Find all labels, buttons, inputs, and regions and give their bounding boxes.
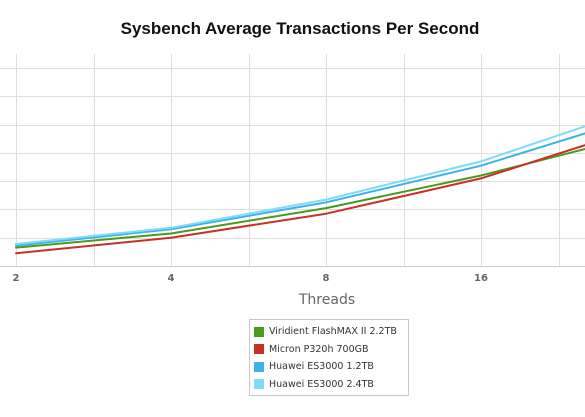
legend-swatch bbox=[254, 326, 264, 337]
legend-swatch bbox=[254, 361, 264, 372]
series-line bbox=[15, 147, 585, 249]
legend-swatch bbox=[254, 344, 264, 355]
chart-title: Sysbench Average Transactions Per Second bbox=[121, 19, 480, 38]
legend-label: Micron P320h 700GB bbox=[269, 343, 369, 355]
legend-label: Viridient FlashMAX II 2.2TB bbox=[269, 326, 397, 338]
legend-item: Huawei ES3000 1.2TB bbox=[254, 358, 404, 376]
plot-series bbox=[15, 125, 585, 255]
x-axis-title: Threads bbox=[298, 292, 355, 308]
x-tick-label: 8 bbox=[323, 273, 330, 284]
x-tick-labels: 2 4 8 16 bbox=[13, 273, 488, 284]
legend-label: Huawei ES3000 2.4TB bbox=[269, 378, 374, 390]
legend-item: Huawei ES3000 2.4TB bbox=[254, 376, 404, 394]
legend-item: Viridient FlashMAX II 2.2TB bbox=[254, 323, 404, 341]
legend-label: Huawei ES3000 1.2TB bbox=[269, 361, 374, 373]
legend-swatch bbox=[254, 379, 264, 390]
legend: Viridient FlashMAX II 2.2TB Micron P320h… bbox=[249, 319, 409, 396]
series-line bbox=[15, 132, 585, 247]
x-tick-label: 2 bbox=[13, 273, 20, 284]
x-tick-label: 16 bbox=[474, 273, 488, 284]
legend-item: Micron P320h 700GB bbox=[254, 341, 404, 359]
series-line bbox=[15, 144, 585, 255]
grid bbox=[0, 54, 585, 267]
x-tick-label: 4 bbox=[168, 273, 175, 284]
series-line bbox=[15, 125, 585, 245]
